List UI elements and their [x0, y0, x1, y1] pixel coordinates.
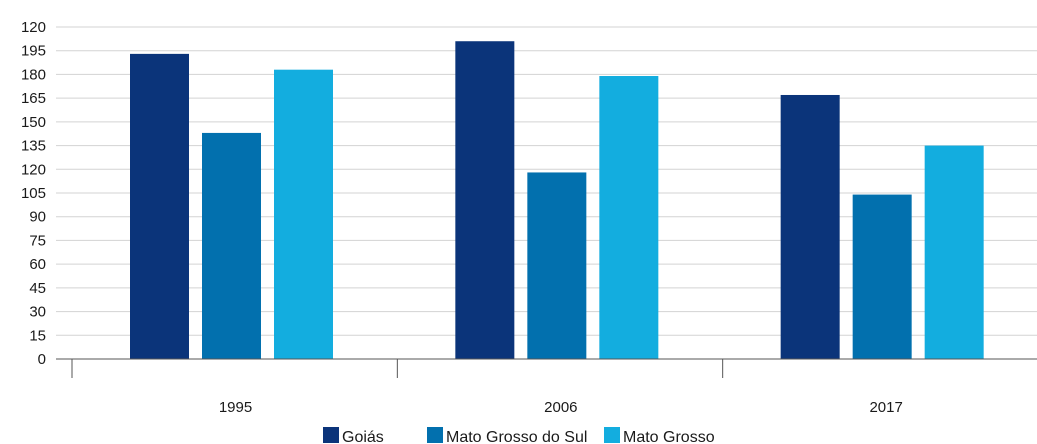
y-tick-label: 60 [29, 256, 46, 273]
y-tick-label: 45 [29, 280, 46, 297]
bar-goi-s-1995 [130, 53, 189, 359]
legend-label: Goiás [342, 429, 384, 444]
legend-label: Mato Grosso do Sul [446, 429, 587, 444]
y-tick-label: 165 [21, 90, 46, 107]
legend-item: Goiás [323, 427, 384, 444]
y-tick-label: 0 [38, 351, 46, 368]
y-tick-label: 15 [29, 327, 46, 344]
legend-swatch [604, 427, 620, 443]
y-tick-label: 30 [29, 304, 46, 321]
y-tick-label: 120 [21, 161, 46, 178]
y-axis-ticks: 0 15 30 45 60 75 90 105 120 135 150 165 180 195 120 [21, 19, 46, 368]
legend: Goiás Mato Grosso do Sul Mato Grosso [323, 427, 715, 444]
bar-mato-grosso-1995 [274, 69, 333, 359]
x-tick-label: 1995 [219, 399, 252, 416]
x-tick-label: 2017 [869, 399, 902, 416]
bar-mato-grosso-2017 [924, 145, 984, 359]
bar-mato-grosso-do-sul-1995 [202, 132, 261, 359]
y-tick-label: 75 [29, 232, 46, 249]
bar-goi-s-2006 [455, 41, 515, 359]
y-tick-label: 135 [21, 138, 46, 155]
y-tick-label: 180 [21, 66, 46, 83]
y-tick-label: 150 [21, 114, 46, 131]
legend-label: Mato Grosso [623, 429, 715, 444]
x-axis: 1995 2006 2017 [56, 358, 1037, 416]
x-tick-label: 2006 [544, 399, 577, 416]
y-tick-label: 195 [21, 43, 46, 60]
bar-mato-grosso-2006 [599, 76, 659, 359]
y-tick-label: 90 [29, 209, 46, 226]
y-tick-label: 120 [21, 19, 46, 36]
legend-swatch [427, 427, 443, 443]
legend-item: Mato Grosso do Sul [427, 427, 587, 444]
legend-swatch [323, 427, 339, 443]
bars [130, 41, 984, 359]
legend-item: Mato Grosso [604, 427, 715, 444]
bar-mato-grosso-do-sul-2017 [852, 194, 912, 359]
bar-goi-s-2017 [780, 94, 840, 359]
bar-mato-grosso-do-sul-2006 [527, 172, 587, 359]
y-tick-label: 105 [21, 185, 46, 202]
